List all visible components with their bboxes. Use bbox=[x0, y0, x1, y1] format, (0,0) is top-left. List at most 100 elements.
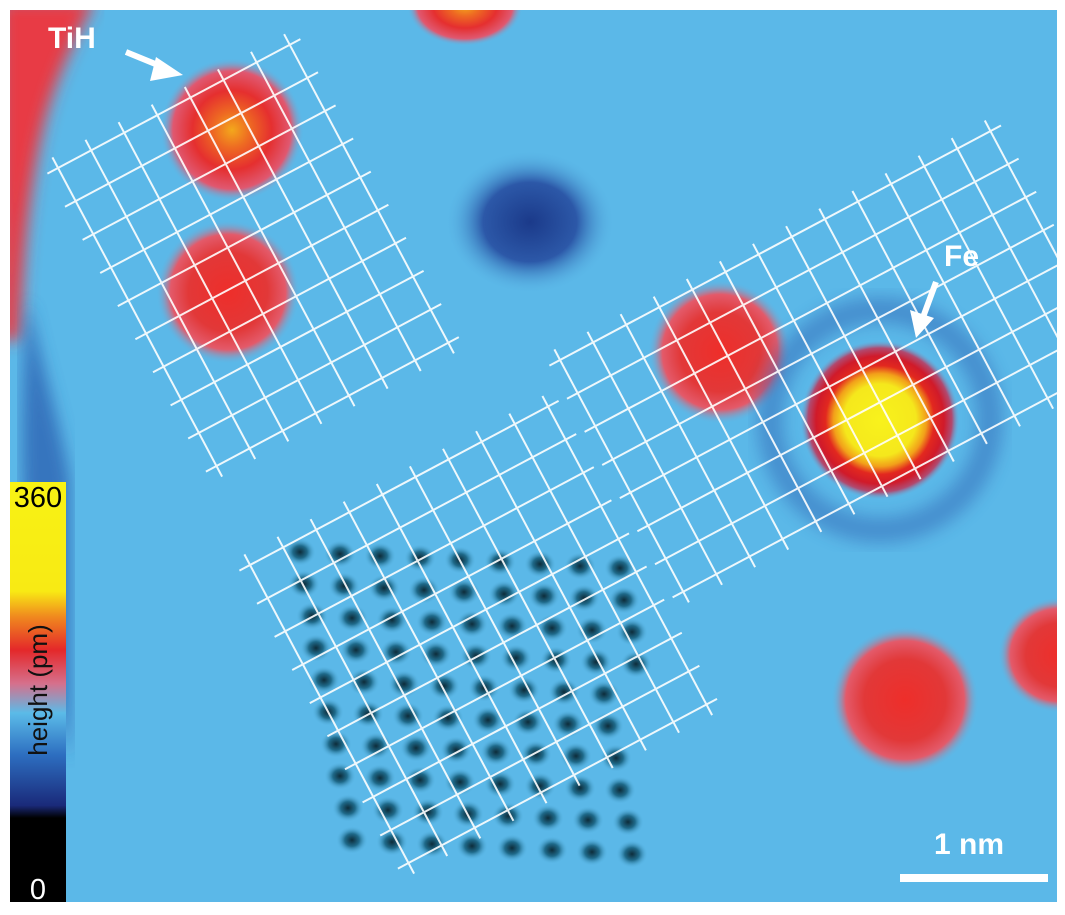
surface-atom bbox=[524, 772, 556, 800]
surface-atom bbox=[592, 712, 624, 740]
grid-line bbox=[884, 172, 1021, 427]
surface-atom bbox=[608, 586, 640, 614]
grid-line bbox=[672, 391, 1057, 599]
adatom bbox=[648, 280, 792, 424]
grid-line bbox=[99, 137, 354, 274]
grid-line bbox=[134, 203, 389, 341]
grid-line bbox=[274, 466, 595, 638]
grid-line bbox=[344, 598, 665, 771]
surface-atom bbox=[564, 552, 596, 580]
adatom bbox=[156, 220, 300, 364]
surface-atom bbox=[496, 834, 528, 862]
grid-line bbox=[785, 225, 922, 480]
colorbar-gradient bbox=[10, 482, 66, 902]
grid-line bbox=[152, 236, 407, 374]
surface-atom bbox=[620, 650, 652, 678]
surface-atom bbox=[552, 710, 584, 738]
surface-atom bbox=[512, 708, 544, 736]
grid-line bbox=[283, 33, 455, 354]
surface-atom bbox=[300, 634, 332, 662]
colorbar-max-label: 360 bbox=[13, 482, 63, 514]
surface-atom bbox=[472, 706, 504, 734]
surface-atom bbox=[532, 804, 564, 832]
grid-line bbox=[950, 137, 1057, 339]
grid-line bbox=[256, 433, 577, 605]
surface-atom bbox=[392, 702, 424, 730]
surface-atom bbox=[332, 794, 364, 822]
grid-line bbox=[548, 124, 1002, 367]
surface-atom bbox=[600, 744, 632, 772]
surface-atom bbox=[444, 768, 476, 796]
surface-atom bbox=[488, 580, 520, 608]
grid-line bbox=[652, 296, 790, 551]
surface-atom bbox=[576, 616, 608, 644]
grid-line bbox=[375, 483, 548, 804]
surface-depression bbox=[445, 150, 615, 294]
grid-line bbox=[150, 104, 323, 425]
left-edge-feature bbox=[10, 10, 90, 340]
grid-line bbox=[342, 501, 515, 822]
surface-atom bbox=[604, 554, 636, 582]
surface-atom bbox=[348, 668, 380, 696]
surface-atom bbox=[328, 572, 360, 600]
grid-line bbox=[84, 139, 257, 460]
surface-atom bbox=[520, 740, 552, 768]
surface-atom bbox=[616, 618, 648, 646]
fe-adatom bbox=[800, 340, 960, 500]
fe-arrow-icon bbox=[910, 280, 939, 338]
surface-atom bbox=[564, 774, 596, 802]
tih-label: TiH bbox=[48, 22, 96, 55]
grid-line bbox=[250, 51, 422, 372]
fe-label: Fe bbox=[944, 240, 980, 273]
grid-line bbox=[117, 121, 290, 442]
grid-line bbox=[217, 68, 389, 390]
surface-atom bbox=[416, 830, 448, 858]
surface-atom bbox=[320, 730, 352, 758]
grid-line bbox=[584, 190, 1037, 433]
surface-atom bbox=[604, 776, 636, 804]
grid-line bbox=[983, 120, 1057, 259]
grid-line bbox=[238, 400, 560, 572]
colorbar-axis-label: height (pm) bbox=[23, 624, 53, 756]
grid-line bbox=[51, 156, 223, 478]
surface-atom bbox=[612, 808, 644, 836]
grid-line bbox=[601, 223, 1055, 466]
surface-atom bbox=[416, 608, 448, 636]
grid-line bbox=[362, 631, 683, 804]
grid-line bbox=[719, 260, 856, 515]
scale-bar-label: 1 nm bbox=[934, 828, 1005, 861]
grid-line bbox=[566, 157, 1020, 400]
surface-atom bbox=[372, 796, 404, 824]
surface-atom bbox=[536, 836, 568, 864]
grid-line bbox=[508, 413, 680, 734]
surface-atom bbox=[568, 584, 600, 612]
adatom bbox=[831, 626, 979, 774]
surface-atom bbox=[428, 672, 460, 700]
surface-atom bbox=[284, 538, 316, 566]
surface-atom bbox=[572, 806, 604, 834]
surface-atom bbox=[528, 582, 560, 610]
grid-line bbox=[619, 313, 756, 568]
grid-line bbox=[309, 532, 630, 704]
grid-line bbox=[291, 499, 612, 671]
grid-line bbox=[243, 553, 415, 875]
grid-line bbox=[170, 270, 425, 407]
surface-atom bbox=[448, 578, 480, 606]
surface-atom bbox=[456, 832, 488, 860]
surface-atom bbox=[536, 614, 568, 642]
surface-atom bbox=[408, 576, 440, 604]
surface-atom bbox=[400, 734, 432, 762]
grid-line bbox=[183, 86, 356, 407]
grid-line bbox=[553, 348, 690, 603]
grid-line bbox=[326, 565, 648, 738]
grid-line bbox=[442, 448, 614, 769]
grid-line bbox=[636, 307, 1057, 533]
surface-atom bbox=[456, 610, 488, 638]
grid-line bbox=[654, 349, 1057, 566]
surface-atom bbox=[484, 548, 516, 576]
surface-atom bbox=[524, 550, 556, 578]
grid-line bbox=[309, 518, 482, 839]
surface-atom bbox=[404, 544, 436, 572]
surface-atom bbox=[340, 636, 372, 664]
